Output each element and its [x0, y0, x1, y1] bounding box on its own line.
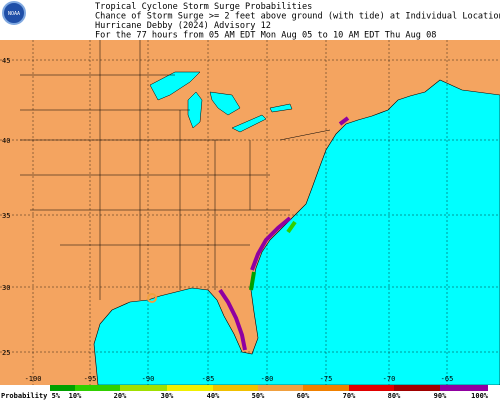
- lon-label: -75: [320, 375, 333, 383]
- legend-swatch: [440, 385, 488, 391]
- lat-label: 40: [2, 137, 10, 145]
- header-line: Tropical Cyclone Storm Surge Probabiliti…: [95, 2, 312, 12]
- lat-label: 45: [2, 57, 10, 65]
- legend-label: 100%: [471, 392, 489, 400]
- legend-label: 80%: [388, 392, 401, 400]
- surge-areas: [147, 116, 350, 351]
- header-line: Chance of Storm Surge >= 2 feet above gr…: [95, 12, 500, 22]
- legend-swatch: [394, 385, 440, 391]
- lat-label: 35: [2, 212, 10, 220]
- lon-label: -80: [261, 375, 274, 383]
- legend-label: 50%: [252, 392, 265, 400]
- lat-labels: 45 40 35 30 25: [2, 57, 10, 357]
- lon-label: -90: [142, 375, 155, 383]
- legend-swatch: [213, 385, 258, 391]
- noaa-logo: [2, 1, 26, 25]
- legend-swatch: [120, 385, 167, 391]
- legend-label: 70%: [343, 392, 356, 400]
- lat-label: 25: [2, 349, 10, 357]
- lat-label: 30: [2, 284, 10, 292]
- lake-michigan: [187, 91, 203, 129]
- legend-swatch: [303, 385, 349, 391]
- header-line: For the 77 hours from 05 AM EDT Mon Aug …: [95, 31, 436, 41]
- logo-text: NOAA: [8, 11, 20, 17]
- header-bg: [0, 0, 500, 40]
- header-line: Hurricane Debby (2024) Advisory 12: [95, 21, 271, 31]
- legend-swatch: [349, 385, 394, 391]
- lon-label: -100: [25, 375, 42, 383]
- lon-label: -85: [202, 375, 215, 383]
- lake-superior: [149, 71, 201, 101]
- map: [0, 40, 500, 386]
- lake-huron: [209, 91, 241, 116]
- legend-swatch: [75, 385, 120, 391]
- lake-ontario: [269, 103, 293, 113]
- legend-swatch: [167, 385, 213, 391]
- legend-label: 40%: [207, 392, 220, 400]
- legend: Probability 5% 10% 20% 30% 40% 50% 60% 70% 80% 90…: [1, 385, 489, 400]
- lon-label: -70: [383, 375, 396, 383]
- legend-label: 60%: [297, 392, 310, 400]
- legend-label: 20%: [114, 392, 127, 400]
- legend-label: 90%: [434, 392, 447, 400]
- legend-swatch: [258, 385, 303, 391]
- legend-label: 30%: [161, 392, 174, 400]
- lon-labels: -100 -95 -90 -85 -80 -75 -70 -65: [25, 375, 454, 383]
- lon-label: -95: [84, 375, 97, 383]
- legend-title: Probability 5%: [1, 392, 61, 400]
- legend-swatch: [50, 385, 75, 391]
- lon-label: -65: [441, 375, 454, 383]
- graticule: [0, 40, 500, 385]
- legend-label: 10%: [69, 392, 82, 400]
- lake-erie: [231, 114, 267, 133]
